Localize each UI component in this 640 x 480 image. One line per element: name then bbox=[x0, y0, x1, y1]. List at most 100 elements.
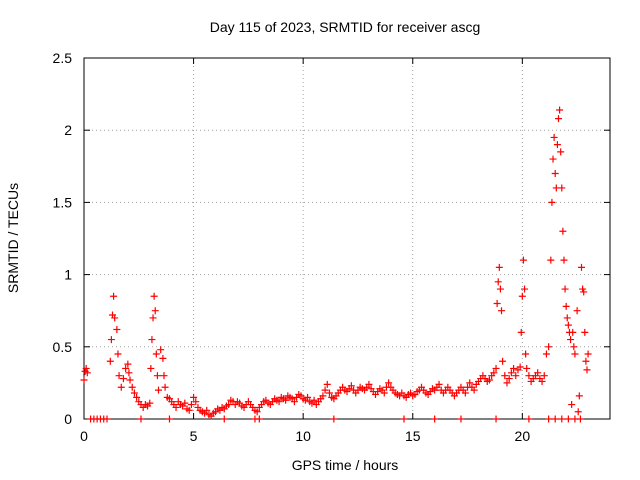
data-point bbox=[568, 401, 576, 409]
data-point bbox=[149, 314, 157, 322]
data-point bbox=[151, 307, 159, 315]
data-point bbox=[153, 372, 161, 380]
data-point bbox=[505, 375, 513, 383]
data-point bbox=[548, 198, 556, 206]
data-point bbox=[582, 357, 590, 365]
data-point bbox=[525, 415, 533, 423]
data-point bbox=[564, 415, 572, 423]
data-point bbox=[115, 372, 123, 380]
data-point bbox=[542, 350, 550, 358]
data-point bbox=[512, 372, 520, 380]
data-point bbox=[161, 383, 169, 391]
data-point bbox=[564, 321, 572, 329]
axis-ticks bbox=[83, 57, 610, 420]
data-point bbox=[558, 415, 566, 423]
data-point bbox=[521, 285, 529, 293]
data-point bbox=[490, 369, 498, 377]
data-point bbox=[519, 256, 527, 264]
chart-title: Day 115 of 2023, SRMTID for receiver asc… bbox=[210, 19, 481, 35]
y-tick-label: 2.5 bbox=[53, 50, 73, 66]
data-point bbox=[510, 364, 518, 372]
x-tick-label: 10 bbox=[295, 428, 311, 444]
data-point bbox=[517, 328, 525, 336]
data-point bbox=[133, 393, 141, 401]
data-point bbox=[321, 386, 329, 394]
tick-labels: 0 5 10 15 20 0 0.5 1 1.5 2 2.5 bbox=[53, 50, 531, 444]
data-point bbox=[461, 389, 469, 397]
data-point bbox=[547, 256, 555, 264]
data-point bbox=[561, 285, 569, 293]
data-point bbox=[119, 375, 127, 383]
data-point bbox=[560, 256, 568, 264]
data-point bbox=[159, 354, 167, 362]
data-point bbox=[365, 380, 373, 388]
data-point bbox=[385, 379, 393, 387]
data-point bbox=[545, 415, 553, 423]
data-point bbox=[103, 415, 111, 423]
data-point bbox=[147, 364, 155, 372]
data-point bbox=[187, 401, 195, 409]
data-point bbox=[124, 360, 132, 368]
data-point bbox=[122, 364, 130, 372]
data-point bbox=[400, 415, 408, 423]
data-point bbox=[466, 379, 474, 387]
plot-frame bbox=[83, 57, 611, 420]
data-point bbox=[137, 415, 145, 423]
data-point bbox=[573, 307, 581, 315]
data-point bbox=[106, 357, 114, 365]
data-point bbox=[507, 369, 515, 377]
data-point bbox=[522, 350, 530, 358]
data-point bbox=[225, 401, 233, 409]
data-point bbox=[190, 393, 198, 401]
data-point bbox=[304, 393, 312, 401]
x-axis-label: GPS time / hours bbox=[292, 457, 399, 473]
data-point bbox=[569, 328, 577, 336]
data-point bbox=[583, 366, 591, 374]
data-point bbox=[155, 386, 163, 394]
data-point bbox=[160, 372, 168, 380]
y-tick-label: 1 bbox=[64, 267, 72, 283]
data-point bbox=[253, 408, 261, 416]
data-point bbox=[492, 415, 500, 423]
data-points bbox=[80, 106, 592, 423]
data-point bbox=[574, 408, 582, 416]
data-point bbox=[330, 415, 338, 423]
data-point bbox=[172, 403, 180, 411]
data-point bbox=[551, 415, 559, 423]
data-point bbox=[470, 386, 478, 394]
data-point bbox=[550, 133, 558, 141]
data-point bbox=[83, 369, 91, 377]
data-point bbox=[220, 415, 228, 423]
data-point bbox=[181, 399, 189, 407]
data-point bbox=[485, 376, 493, 384]
data-point bbox=[111, 314, 119, 322]
data-point bbox=[310, 396, 318, 404]
data-point bbox=[150, 292, 158, 300]
data-point bbox=[557, 148, 565, 156]
data-point bbox=[540, 372, 548, 380]
data-point bbox=[275, 398, 283, 406]
data-point bbox=[125, 369, 133, 377]
data-point bbox=[525, 372, 533, 380]
data-point bbox=[501, 372, 509, 380]
data-point bbox=[558, 184, 566, 192]
data-point bbox=[347, 382, 355, 390]
y-tick-label: 0 bbox=[64, 411, 72, 427]
data-point bbox=[551, 170, 559, 178]
data-point bbox=[493, 299, 501, 307]
x-tick-label: 15 bbox=[405, 428, 421, 444]
x-tick-label: 20 bbox=[515, 428, 531, 444]
y-tick-label: 2 bbox=[64, 122, 72, 138]
data-point bbox=[580, 288, 588, 296]
data-point bbox=[128, 383, 136, 391]
data-point bbox=[152, 350, 160, 358]
data-point bbox=[148, 336, 156, 344]
data-point bbox=[545, 343, 553, 351]
data-point bbox=[534, 369, 542, 377]
data-point bbox=[457, 415, 465, 423]
data-point bbox=[114, 350, 122, 358]
data-point bbox=[325, 389, 333, 397]
data-point bbox=[251, 415, 259, 423]
data-point bbox=[581, 328, 589, 336]
data-point bbox=[431, 415, 439, 423]
